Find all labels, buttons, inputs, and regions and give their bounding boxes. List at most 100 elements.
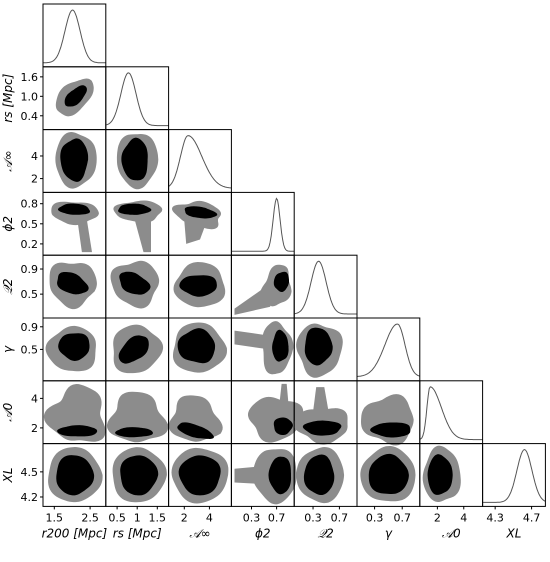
panel-XL-vs-Ainf	[168, 443, 232, 507]
x-axis-label-Ainf: 𝒜∞	[189, 526, 210, 540]
x-tick-label: 1.5	[46, 511, 64, 524]
contour-inner-68	[57, 425, 98, 437]
panel-gamma-vs-gamma	[356, 317, 421, 382]
panel-gamma-vs-Ainf	[168, 317, 232, 382]
marginal-curve-A0	[419, 386, 483, 441]
panel-XL-vs-r200	[42, 443, 107, 507]
y-tick-label: 4.2	[21, 491, 39, 504]
y-axis-label-XL: XL	[1, 468, 15, 484]
contour-inner-68	[58, 333, 90, 361]
panel-Q2-vs-Q2	[293, 254, 358, 319]
contour-inner-68	[56, 455, 95, 496]
contour-inner-68	[115, 427, 153, 438]
contour-inner-68	[272, 329, 289, 362]
contour-outer-tail	[234, 330, 270, 350]
y-tick-label: 0.4	[21, 110, 39, 123]
panel-phi2-vs-rs	[105, 191, 170, 256]
x-tick-label: 0.5	[108, 511, 126, 524]
contour-inner-68	[60, 138, 89, 182]
y-axis-label-Q2: 𝒬2	[1, 278, 15, 294]
contour-inner-68	[178, 455, 221, 496]
panel-XL-vs-rs	[105, 443, 170, 507]
panel-A0-vs-r200	[42, 380, 107, 445]
x-tick-label: 0.7	[393, 511, 411, 524]
y-tick-label: 0.9	[21, 321, 39, 334]
panel-XL-vs-A0	[419, 443, 484, 507]
x-tick-label: 2	[181, 511, 188, 524]
x-tick-label: 0.7	[268, 511, 286, 524]
panel-phi2-vs-phi2	[230, 191, 295, 256]
y-tick-label: 0.5	[21, 343, 39, 356]
contour-inner-68	[119, 271, 151, 295]
panel-gamma-vs-r200	[42, 317, 107, 382]
x-tick-label: 0.3	[304, 511, 322, 524]
panel-gamma-vs-Q2	[293, 317, 358, 382]
y-tick-label: 0.5	[21, 218, 39, 231]
contour-inner-68	[303, 454, 335, 496]
x-axis-label-phi2: ϕ2	[255, 526, 271, 540]
y-tick-label: 1.0	[21, 90, 39, 103]
panel-frame	[356, 317, 421, 382]
y-tick-label: 4	[31, 150, 38, 163]
y-tick-label: 2	[31, 422, 38, 435]
y-axis-label-gamma: γ	[1, 345, 15, 353]
marginal-curve-gamma	[356, 323, 420, 377]
panel-frame	[42, 3, 107, 68]
contour-inner-68	[273, 417, 293, 435]
y-axis-label-Ainf: 𝒜∞	[1, 150, 15, 171]
marginal-curve-Q2	[294, 260, 357, 315]
panel-gamma-vs-rs	[105, 317, 170, 382]
contour-inner-68	[118, 203, 152, 215]
x-axis-label-r200: r200 [Mpc]	[42, 526, 108, 540]
contour-inner-68	[121, 137, 148, 181]
contour-inner-68	[427, 454, 453, 495]
marginal-curve-phi2	[231, 197, 295, 252]
x-tick-label: 0.7	[331, 511, 349, 524]
x-tick-label: 4.7	[523, 511, 541, 524]
contour-inner-68	[64, 85, 87, 107]
y-tick-label: 2	[31, 173, 38, 186]
panel-Q2-vs-rs	[105, 254, 170, 319]
x-tick-label: 1	[134, 511, 141, 524]
x-tick-label: 1.5	[149, 511, 167, 524]
panel-XL-vs-XL	[482, 443, 546, 507]
contour-outer-95	[361, 394, 414, 446]
contour-inner-68	[57, 271, 89, 295]
panel-gamma-vs-phi2	[230, 317, 295, 382]
panel-frame	[230, 191, 295, 256]
panel-Q2-vs-phi2	[230, 254, 295, 319]
contour-inner-68	[304, 327, 333, 366]
panel-Q2-vs-r200	[42, 254, 107, 319]
panel-frame	[168, 129, 232, 193]
y-axis-label-phi2: ϕ2	[1, 216, 15, 232]
contour-inner-68	[57, 203, 90, 215]
x-axis-label-rs: rs [Mpc]	[113, 526, 162, 540]
y-tick-label: 1.6	[21, 71, 39, 84]
y-axis-label-A0: 𝒜0	[1, 402, 15, 421]
panel-frame	[482, 443, 546, 507]
contour-inner-68	[177, 328, 216, 364]
panel-A0-vs-rs	[105, 380, 170, 445]
x-tick-label: 2.5	[81, 511, 99, 524]
marginal-curve-XL	[482, 449, 546, 503]
contour-inner-68	[120, 455, 159, 496]
panel-frame	[293, 254, 358, 319]
panel-A0-vs-gamma	[356, 380, 421, 446]
panel-phi2-vs-Ainf	[168, 191, 232, 256]
panel-A0-vs-A0	[419, 380, 484, 445]
x-axis-label-XL: XL	[506, 526, 522, 540]
panel-r200-vs-r200	[42, 3, 107, 68]
contour-inner-68	[118, 335, 149, 364]
panel-phi2-vs-r200	[42, 191, 107, 256]
y-tick-label: 0.8	[21, 198, 39, 211]
x-tick-label: 0.3	[243, 511, 261, 524]
panel-XL-vs-Q2	[293, 443, 358, 507]
panel-XL-vs-phi2	[230, 443, 297, 507]
contour-inner-68	[273, 271, 289, 292]
contour-inner-68	[177, 422, 214, 439]
contour-outer-tail	[313, 387, 329, 413]
x-axis-label-A0: 𝒜0	[442, 526, 461, 540]
x-axis-label-gamma: γ	[385, 526, 393, 540]
